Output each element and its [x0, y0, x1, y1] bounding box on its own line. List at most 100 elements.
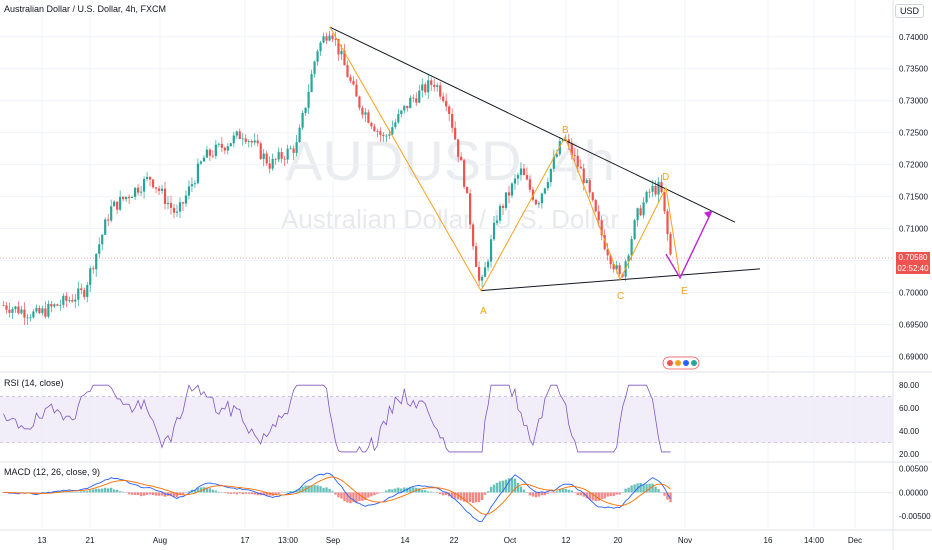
time-tick-label: Dec: [848, 536, 862, 545]
macd-histogram-bar: [286, 491, 289, 493]
candle-body: [648, 191, 651, 193]
macd-histogram-bar: [609, 492, 612, 497]
upper-trendline[interactable]: [329, 26, 736, 223]
macd-histogram-bar: [388, 489, 391, 493]
candle-body: [510, 183, 514, 196]
macd-histogram-bar: [118, 491, 122, 493]
candle-body: [469, 193, 472, 225]
macd-histogram-bar: [241, 492, 244, 495]
candle-body: [489, 239, 493, 262]
pattern-path[interactable]: [329, 26, 681, 292]
candle-body: [328, 35, 331, 41]
candle-body: [385, 135, 388, 137]
macd-histogram-bar: [418, 488, 421, 493]
macd-histogram-bar: [256, 492, 259, 496]
candle-body: [454, 127, 457, 140]
macd-histogram-bar: [367, 492, 370, 498]
macd-histogram-bar: [606, 492, 609, 497]
candle-body: [313, 61, 316, 74]
price-tick-label: 0.72500: [899, 129, 928, 138]
macd-histogram-bar: [376, 492, 379, 494]
candle-body: [56, 304, 59, 306]
macd-histogram-bar: [322, 487, 325, 493]
macd-histogram-bar: [474, 492, 478, 503]
macd-histogram-bar: [133, 492, 137, 495]
time-tick-label: Sep: [326, 536, 341, 545]
macd-histogram-bar: [438, 492, 442, 494]
candle-body: [322, 36, 325, 43]
macd-histogram-bar: [136, 492, 140, 496]
macd-histogram-bar: [546, 492, 550, 494]
macd-histogram-bar: [555, 491, 559, 493]
macd-histogram-bar: [232, 492, 236, 494]
candle-body: [256, 140, 259, 144]
candle-body: [406, 105, 409, 109]
rsi-pane: [0, 384, 893, 453]
macd-histogram-bar: [513, 478, 517, 493]
candle-body: [65, 295, 68, 301]
candle-body: [486, 261, 490, 268]
candle-body: [582, 168, 585, 184]
candle-body: [507, 192, 511, 196]
macd-histogram-bar: [325, 487, 328, 493]
macd-histogram-bar: [331, 491, 334, 493]
candle-body: [606, 249, 609, 256]
candle-body: [370, 122, 373, 127]
candle-body: [534, 199, 538, 205]
candle-body: [14, 306, 17, 310]
candle-body: [642, 202, 645, 216]
candle-body: [38, 307, 41, 313]
time-axis[interactable]: 13 21 Aug 17 13:00 Sep 14 22 Oct 12 20 Nov 16 14:00 De…: [38, 536, 863, 545]
candle-body: [32, 311, 35, 318]
macd-histogram-bar: [400, 488, 403, 493]
candle-body: [83, 290, 86, 297]
candle-body: [92, 268, 95, 270]
macd-histogram-bar: [495, 482, 499, 493]
rsi-tick-label: 20.00: [899, 450, 920, 459]
price-axis[interactable]: 0.74000 0.73500 0.73000 0.72500 0.72000 0.715…: [899, 33, 931, 521]
macd-histogram-bar: [600, 492, 603, 500]
time-tick-label: 14:00: [804, 536, 825, 545]
candle-body: [498, 205, 502, 221]
rsi-tick-label: 40.00: [899, 427, 920, 436]
candle-body: [346, 65, 349, 78]
candle-body: [101, 234, 104, 245]
macd-histogram-bar: [229, 492, 233, 494]
events-icon[interactable]: [662, 356, 700, 370]
macd-histogram-bar: [483, 492, 487, 495]
pattern-label-d: D: [662, 172, 669, 183]
candle-body: [110, 206, 113, 221]
candle-body: [53, 304, 56, 307]
candle-body: [244, 138, 247, 142]
projection-arrow[interactable]: [665, 210, 713, 280]
candle-body: [95, 253, 98, 270]
price-pane[interactable]: [0, 0, 893, 372]
candle-body: [77, 288, 80, 300]
rsi-tick-label: 80.00: [899, 381, 920, 390]
rsi-tick-label: 60.00: [899, 404, 920, 413]
macd-histogram-bar: [214, 490, 218, 493]
candle-body: [334, 38, 337, 40]
candle-body: [325, 36, 328, 41]
candle-body: [154, 187, 158, 189]
time-tick-label: 16: [764, 536, 773, 545]
candle-body: [340, 50, 343, 55]
candle-body: [570, 143, 573, 156]
macd-histogram-bar: [253, 492, 256, 495]
macd-histogram-bar: [160, 492, 164, 496]
candle-body: [229, 143, 232, 147]
macd-histogram-bar: [154, 492, 158, 496]
candle-body: [319, 42, 322, 52]
macd-histogram-bar: [459, 492, 463, 501]
currency-badge[interactable]: USD: [894, 4, 924, 18]
candle-body: [11, 309, 14, 313]
macd-label[interactable]: MACD (12, 26, close, 9): [4, 467, 101, 477]
macd-histogram-bar: [301, 486, 304, 493]
candle-body: [543, 188, 546, 194]
rsi-label[interactable]: RSI (14, close): [4, 378, 64, 388]
macd-histogram-bar: [471, 492, 475, 504]
candle-body: [600, 220, 603, 236]
macd-histogram-bar: [510, 478, 514, 493]
candle-body: [274, 158, 277, 160]
